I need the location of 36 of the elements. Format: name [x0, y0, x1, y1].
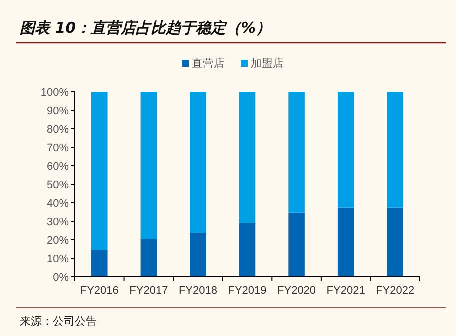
y-tick-label: 70%	[46, 142, 70, 154]
bar	[140, 239, 158, 277]
x-tick-label: FY2016	[80, 285, 119, 297]
bar	[140, 92, 158, 240]
bar	[288, 212, 305, 277]
y-tick-label: 80%	[46, 124, 70, 136]
y-tick-label: 20%	[46, 235, 70, 247]
bar	[190, 92, 206, 234]
bar	[338, 92, 354, 208]
y-tick-label: 90%	[46, 106, 70, 118]
bar	[338, 208, 354, 277]
y-tick-label: 100%	[40, 87, 70, 99]
bar	[387, 208, 404, 277]
x-tick-label: FY2019	[228, 285, 267, 297]
legend-label: 直营店	[192, 57, 225, 70]
bar	[239, 223, 256, 277]
bar	[92, 250, 108, 277]
y-tick-label: 50%	[46, 180, 70, 192]
bar	[239, 92, 256, 224]
x-tick-label: FY2020	[278, 285, 316, 297]
bar	[190, 233, 206, 277]
y-tick-label: 0%	[53, 272, 70, 284]
y-tick-label: 60%	[46, 161, 70, 173]
x-tick-label: FY2017	[130, 285, 168, 297]
legend-label: 加盟店	[251, 57, 284, 70]
x-tick-label: FY2022	[376, 285, 415, 297]
chart-title: 图表 10：直营店占比趋于稳定（%）	[20, 19, 272, 37]
x-tick-label: FY2018	[178, 285, 218, 297]
y-tick-label: 30%	[46, 216, 70, 228]
bar	[288, 92, 305, 213]
source-note: 来源：公司公告	[20, 315, 97, 328]
y-tick-label: 10%	[46, 254, 70, 266]
bar	[387, 92, 404, 208]
y-tick-label: 40%	[46, 198, 70, 210]
x-tick-label: FY2021	[326, 285, 366, 297]
bar	[92, 92, 108, 250]
